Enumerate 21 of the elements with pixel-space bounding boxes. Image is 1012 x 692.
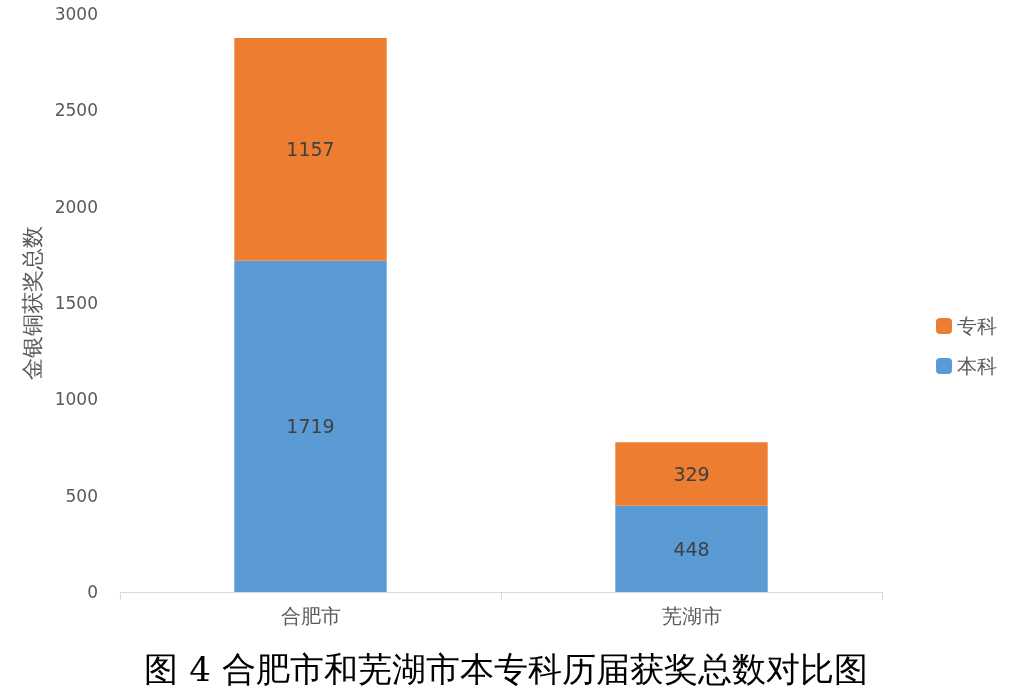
- y-tick-label: 2000: [54, 196, 98, 217]
- bar: [234, 260, 387, 592]
- legend-label: 本科: [957, 354, 997, 378]
- y-axis-title: 金银铜获奖总数: [20, 226, 46, 380]
- legend-label: 专科: [957, 314, 997, 338]
- x-tick-label: 合肥市: [280, 604, 341, 628]
- data-label: 1157: [286, 138, 335, 161]
- bar: [615, 442, 768, 506]
- y-tick-label: 0: [87, 582, 98, 602]
- y-tick-label: 1000: [54, 389, 98, 410]
- bar: [615, 505, 768, 592]
- caption: 图 4 合肥市和芜湖市本专科历届获奖总数对比图: [144, 649, 868, 689]
- data-label: 1719: [286, 415, 335, 438]
- y-tick-label: 500: [65, 485, 98, 506]
- data-label: 329: [673, 462, 710, 485]
- bar: [234, 37, 387, 261]
- y-tick-label: 3000: [54, 4, 98, 24]
- y-tick-label: 2500: [54, 100, 98, 121]
- y-tick-label: 1500: [54, 293, 98, 313]
- data-label: 448: [673, 537, 710, 560]
- x-tick-label: 芜湖市: [661, 604, 722, 628]
